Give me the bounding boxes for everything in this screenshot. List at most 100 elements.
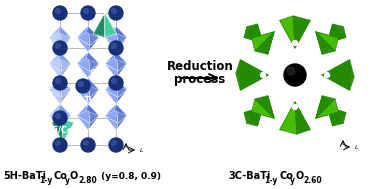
Circle shape <box>325 73 329 77</box>
Polygon shape <box>316 32 338 54</box>
Polygon shape <box>280 102 310 130</box>
Text: Ti/Co: Ti/Co <box>84 95 108 105</box>
Polygon shape <box>252 32 274 54</box>
Polygon shape <box>105 38 118 52</box>
Circle shape <box>55 78 60 83</box>
Text: Co: Co <box>90 68 102 77</box>
Circle shape <box>109 41 123 55</box>
Text: 3C-BaTi: 3C-BaTi <box>228 171 270 181</box>
Polygon shape <box>77 78 88 90</box>
Polygon shape <box>77 26 88 38</box>
Polygon shape <box>116 52 127 71</box>
Polygon shape <box>327 27 346 43</box>
Polygon shape <box>60 38 71 52</box>
Polygon shape <box>86 26 99 38</box>
Polygon shape <box>60 64 71 78</box>
Circle shape <box>111 43 116 48</box>
Polygon shape <box>316 32 338 51</box>
Polygon shape <box>88 64 99 78</box>
Polygon shape <box>60 52 71 71</box>
Polygon shape <box>322 60 350 90</box>
Text: Co: Co <box>54 171 68 181</box>
Polygon shape <box>327 24 343 43</box>
Polygon shape <box>252 96 274 118</box>
Text: process: process <box>174 74 226 87</box>
Polygon shape <box>105 26 118 46</box>
Circle shape <box>292 105 298 109</box>
Polygon shape <box>105 64 118 78</box>
Polygon shape <box>60 26 71 46</box>
Circle shape <box>53 76 67 90</box>
Polygon shape <box>58 78 71 90</box>
Polygon shape <box>77 64 90 78</box>
Polygon shape <box>77 78 90 98</box>
Polygon shape <box>49 52 62 71</box>
Circle shape <box>55 9 60 13</box>
Polygon shape <box>60 104 71 123</box>
Polygon shape <box>88 52 99 71</box>
Polygon shape <box>327 107 346 126</box>
Polygon shape <box>252 99 274 118</box>
Polygon shape <box>316 32 335 54</box>
Circle shape <box>83 9 88 13</box>
Polygon shape <box>88 104 99 123</box>
Polygon shape <box>116 90 127 104</box>
Polygon shape <box>316 96 338 118</box>
Polygon shape <box>88 38 99 52</box>
Polygon shape <box>280 20 310 48</box>
Text: O: O <box>70 171 78 181</box>
Circle shape <box>55 140 60 145</box>
Text: Ti/Co: Ti/Co <box>50 125 74 135</box>
Polygon shape <box>327 24 346 43</box>
Polygon shape <box>49 104 60 116</box>
Text: y: y <box>65 176 70 185</box>
Polygon shape <box>49 26 60 38</box>
Polygon shape <box>105 78 116 90</box>
Polygon shape <box>114 104 127 116</box>
Circle shape <box>76 79 90 93</box>
Polygon shape <box>105 104 116 116</box>
Text: 1-y: 1-y <box>264 176 278 185</box>
Polygon shape <box>247 107 263 126</box>
Polygon shape <box>295 102 310 134</box>
Circle shape <box>292 40 298 46</box>
Polygon shape <box>322 60 354 77</box>
Circle shape <box>78 81 83 86</box>
Circle shape <box>83 140 88 145</box>
Polygon shape <box>77 90 90 104</box>
Circle shape <box>53 41 67 55</box>
Polygon shape <box>316 96 335 118</box>
Polygon shape <box>105 52 118 71</box>
Polygon shape <box>105 90 118 104</box>
Circle shape <box>53 111 67 125</box>
Polygon shape <box>236 73 268 90</box>
Polygon shape <box>236 60 268 75</box>
Polygon shape <box>322 75 354 90</box>
Text: L: L <box>140 148 144 153</box>
Polygon shape <box>105 104 118 123</box>
Polygon shape <box>114 52 127 64</box>
Polygon shape <box>116 116 127 130</box>
Polygon shape <box>60 90 71 104</box>
Polygon shape <box>86 78 99 90</box>
Polygon shape <box>293 16 310 48</box>
Text: L: L <box>355 145 358 150</box>
Circle shape <box>109 76 123 90</box>
Polygon shape <box>77 116 90 130</box>
Polygon shape <box>105 13 116 38</box>
Polygon shape <box>88 26 99 46</box>
Polygon shape <box>86 52 99 64</box>
Polygon shape <box>49 78 62 98</box>
Text: Reduction: Reduction <box>167 60 233 73</box>
Polygon shape <box>240 60 268 90</box>
Circle shape <box>55 43 60 48</box>
Polygon shape <box>114 26 127 38</box>
Circle shape <box>109 6 123 20</box>
Text: (y=0.8, 0.9): (y=0.8, 0.9) <box>98 172 161 181</box>
Polygon shape <box>60 78 71 98</box>
Polygon shape <box>49 116 62 130</box>
Circle shape <box>260 73 266 77</box>
Polygon shape <box>88 78 99 98</box>
Polygon shape <box>280 102 297 134</box>
Polygon shape <box>93 13 116 34</box>
